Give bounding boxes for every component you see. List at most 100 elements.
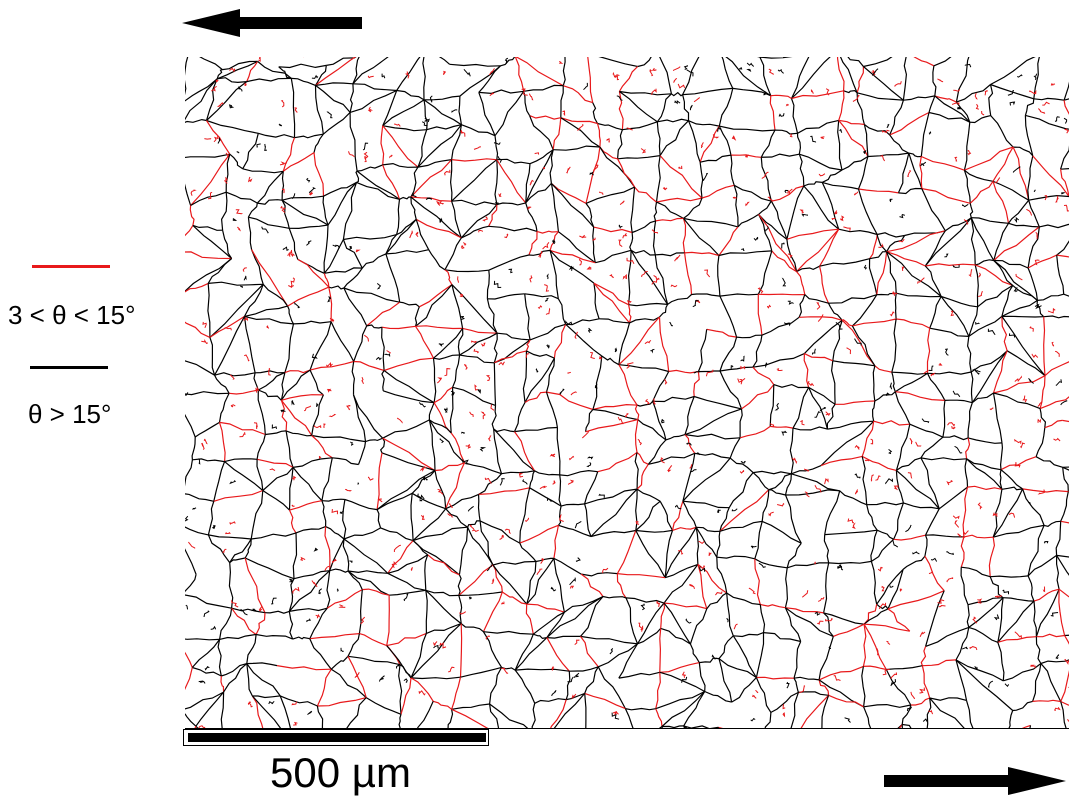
high-angle-boundary bbox=[492, 564, 528, 605]
boundary-fragment bbox=[574, 331, 579, 339]
high-angle-boundary bbox=[281, 171, 285, 201]
boundary-fragment bbox=[834, 210, 838, 215]
boundary-fragment bbox=[670, 284, 678, 288]
boundary-fragment bbox=[313, 547, 319, 552]
low-angle-boundary bbox=[684, 252, 693, 295]
high-angle-boundary bbox=[264, 610, 290, 614]
high-angle-boundary bbox=[1027, 226, 1040, 269]
boundary-fragment bbox=[698, 540, 705, 545]
high-angle-boundary bbox=[248, 216, 290, 229]
boundary-fragment bbox=[345, 488, 353, 492]
boundary-fragment bbox=[1012, 166, 1021, 173]
high-angle-boundary bbox=[1013, 146, 1034, 157]
high-angle-boundary bbox=[903, 502, 940, 510]
boundary-fragment bbox=[877, 566, 883, 572]
boundary-fragment bbox=[952, 264, 960, 268]
high-angle-boundary bbox=[262, 489, 290, 511]
high-angle-boundary bbox=[449, 159, 453, 202]
boundary-fragment bbox=[994, 177, 1001, 184]
high-angle-boundary bbox=[295, 526, 326, 534]
high-angle-boundary bbox=[217, 77, 247, 84]
high-angle-boundary bbox=[636, 488, 661, 502]
boundary-fragment bbox=[685, 618, 692, 624]
boundary-fragment bbox=[504, 57, 509, 64]
high-angle-boundary bbox=[557, 505, 562, 526]
low-angle-boundary bbox=[366, 301, 401, 327]
high-angle-boundary bbox=[659, 304, 669, 318]
boundary-fragment bbox=[969, 646, 978, 651]
high-angle-boundary bbox=[1033, 97, 1065, 101]
high-angle-boundary bbox=[383, 390, 435, 404]
low-angle-boundary bbox=[760, 603, 786, 609]
boundary-fragment bbox=[881, 129, 890, 134]
high-angle-boundary bbox=[207, 534, 231, 563]
boundary-fragment bbox=[993, 614, 1000, 621]
boundary-fragment bbox=[418, 690, 426, 696]
high-angle-boundary bbox=[786, 542, 802, 568]
high-angle-boundary bbox=[514, 669, 536, 704]
boundary-fragment bbox=[1055, 195, 1059, 203]
boundary-fragment bbox=[306, 177, 311, 183]
high-angle-boundary bbox=[242, 168, 284, 174]
high-angle-boundary bbox=[1001, 285, 1014, 317]
high-angle-boundary bbox=[618, 671, 660, 679]
high-angle-boundary bbox=[1027, 155, 1034, 201]
boundary-fragment bbox=[318, 455, 322, 459]
high-angle-boundary bbox=[635, 530, 666, 578]
high-angle-boundary bbox=[828, 294, 877, 304]
high-angle-boundary bbox=[288, 578, 295, 612]
high-angle-boundary bbox=[1012, 700, 1033, 712]
high-angle-boundary bbox=[185, 548, 197, 575]
high-angle-boundary bbox=[562, 57, 566, 86]
boundary-fragment bbox=[280, 409, 286, 413]
low-angle-boundary bbox=[415, 325, 435, 359]
high-angle-boundary bbox=[830, 360, 836, 405]
high-angle-boundary bbox=[977, 284, 1014, 308]
low-angle-boundary-swatch bbox=[32, 265, 110, 268]
low-angle-boundary bbox=[585, 146, 601, 204]
high-angle-boundary bbox=[328, 285, 345, 290]
high-angle-boundary bbox=[255, 633, 293, 640]
boundary-fragment bbox=[1004, 683, 1010, 687]
high-angle-boundary bbox=[532, 611, 565, 635]
high-angle-boundary bbox=[365, 437, 383, 443]
high-angle-boundary bbox=[447, 709, 454, 729]
boundary-fragment bbox=[525, 353, 530, 359]
boundary-fragment bbox=[871, 68, 879, 76]
low-angle-boundary bbox=[1056, 254, 1069, 258]
high-angle-boundary bbox=[828, 560, 872, 565]
high-angle-boundary bbox=[457, 574, 462, 596]
boundary-fragment bbox=[229, 480, 237, 485]
high-angle-boundary bbox=[924, 534, 928, 557]
high-angle-boundary bbox=[246, 77, 292, 83]
high-angle-boundary bbox=[219, 633, 257, 640]
boundary-fragment bbox=[1014, 438, 1022, 444]
high-angle-boundary bbox=[689, 643, 700, 663]
high-angle-boundary bbox=[968, 315, 1003, 337]
high-angle-boundary bbox=[352, 57, 389, 85]
low-angle-boundary bbox=[213, 489, 264, 502]
high-angle-boundary bbox=[1003, 663, 1042, 682]
boundary-fragment bbox=[552, 239, 556, 245]
high-angle-boundary bbox=[683, 197, 703, 219]
low-angle-boundary bbox=[1043, 316, 1046, 376]
low-angle-boundary bbox=[838, 119, 865, 126]
high-angle-boundary bbox=[313, 133, 324, 153]
low-angle-boundary bbox=[427, 554, 460, 576]
low-angle-boundary bbox=[896, 318, 930, 329]
low-angle-boundary bbox=[185, 667, 193, 691]
high-angle-boundary bbox=[886, 251, 942, 297]
high-angle-boundary bbox=[428, 419, 465, 464]
high-angle-boundary bbox=[314, 85, 324, 135]
high-angle-boundary bbox=[546, 635, 581, 639]
high-angle-boundary bbox=[224, 461, 264, 491]
high-angle-boundary bbox=[342, 182, 358, 240]
boundary-fragment bbox=[501, 601, 505, 605]
boundary-fragment bbox=[819, 407, 827, 412]
boundary-fragment bbox=[280, 100, 285, 108]
boundary-fragment bbox=[425, 197, 432, 201]
boundary-fragment bbox=[419, 499, 423, 502]
high-angle-boundary bbox=[770, 200, 788, 240]
high-angle-boundary bbox=[682, 500, 697, 528]
boundary-fragment bbox=[699, 566, 706, 572]
